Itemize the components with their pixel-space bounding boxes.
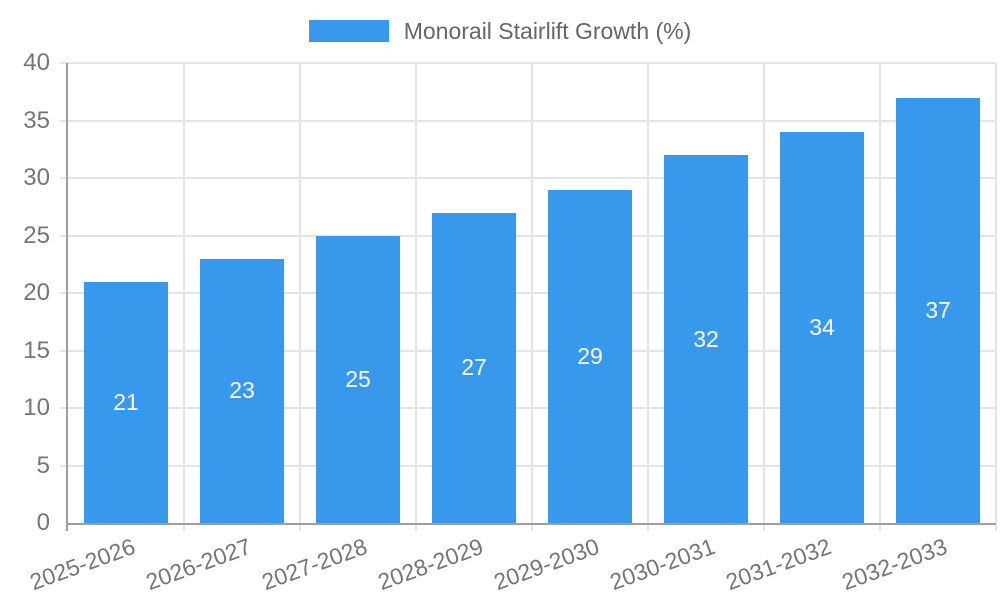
- legend-label: Monorail Stairlift Growth (%): [403, 18, 692, 44]
- bar-value-label: 29: [577, 342, 603, 369]
- v-gridline: [183, 63, 185, 531]
- h-gridline: [60, 464, 996, 467]
- y-tick-label: 25: [23, 221, 50, 249]
- x-axis-line: [66, 523, 996, 525]
- v-gridline: [879, 63, 881, 531]
- v-gridline: [763, 63, 765, 531]
- y-tick-label: 0: [36, 509, 50, 536]
- h-gridline: [60, 234, 996, 237]
- h-gridline: [60, 292, 996, 294]
- bar[interactable]: 34: [780, 132, 864, 523]
- plot-area: 21 23 25 27 29 32 34 37: [60, 62, 997, 531]
- y-axis-line: [66, 63, 68, 531]
- chart-legend[interactable]: Monorail Stairlift Growth (%): [0, 18, 1000, 44]
- v-gridline: [299, 63, 301, 531]
- x-axis-tick-labels: 2025-2026 2026-2027 2027-2028 2028-2029 2029…: [26, 525, 996, 600]
- bar[interactable]: 32: [664, 155, 748, 523]
- bar[interactable]: 37: [896, 97, 980, 523]
- y-tick-label: 35: [23, 106, 50, 134]
- bar[interactable]: 25: [316, 235, 400, 523]
- h-gridline: [60, 407, 996, 409]
- y-tick-label: 40: [23, 49, 50, 76]
- bar-value-label: 37: [925, 296, 951, 323]
- bar-value-label: 23: [229, 377, 255, 404]
- y-tick-label: 15: [23, 336, 50, 364]
- y-tick-label: 10: [23, 394, 50, 421]
- h-gridline: [60, 62, 996, 64]
- v-gridline: [415, 63, 417, 531]
- bar[interactable]: 29: [548, 189, 632, 523]
- v-gridline: [531, 63, 533, 531]
- v-gridline: [647, 63, 649, 531]
- bar-value-label: 27: [461, 354, 487, 381]
- y-axis-tick-labels: 0 5 10 15 20 25 30 35 40: [0, 0, 50, 600]
- bar[interactable]: 27: [432, 212, 516, 523]
- bar-value-label: 34: [809, 314, 835, 340]
- y-tick-label: 5: [36, 451, 50, 479]
- y-tick-label: 20: [23, 279, 50, 306]
- bar-value-label: 21: [113, 388, 139, 415]
- y-tick-label: 30: [23, 164, 50, 191]
- h-gridline: [60, 349, 996, 352]
- h-gridline: [60, 177, 996, 179]
- v-gridline: [995, 63, 997, 531]
- bar-value-label: 32: [693, 325, 719, 352]
- legend-swatch-icon: [308, 20, 389, 42]
- bar[interactable]: 23: [200, 258, 284, 523]
- h-gridline: [60, 119, 996, 122]
- bar-value-label: 25: [345, 365, 371, 392]
- bar[interactable]: 21: [84, 281, 168, 523]
